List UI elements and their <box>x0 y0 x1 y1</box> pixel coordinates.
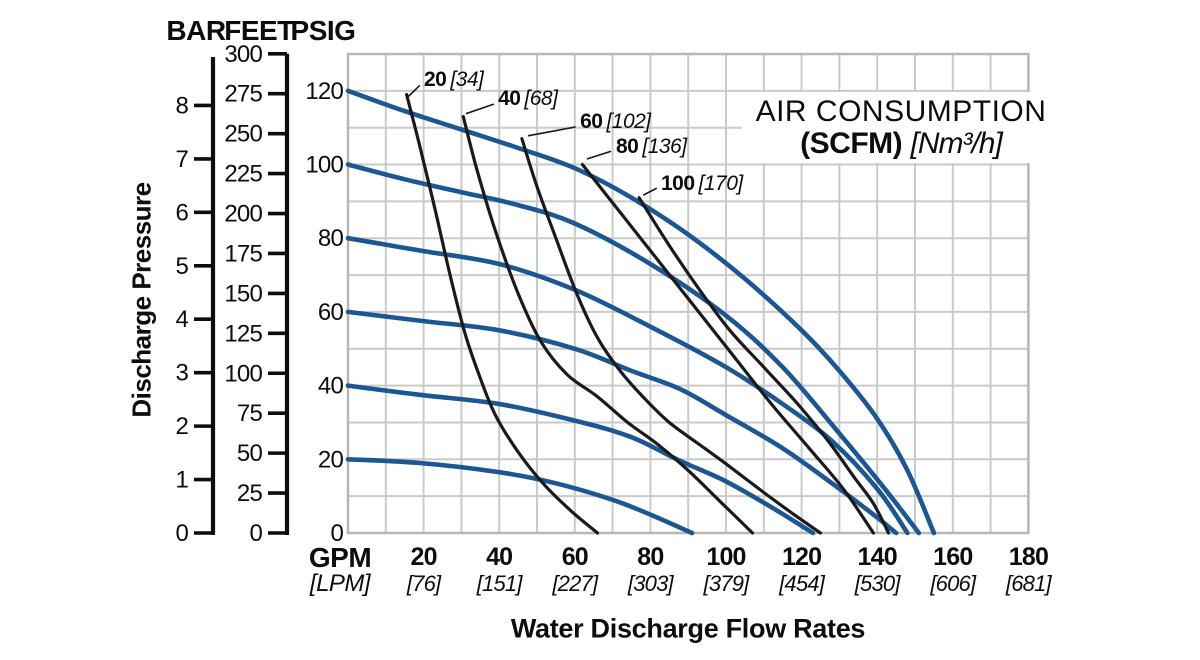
feet-label-0: 0 <box>249 520 262 547</box>
water-curve-40psig <box>345 383 816 536</box>
gpm-label-180: 180 <box>1009 543 1048 571</box>
x-axis-title: Water Discharge Flow Rates <box>510 613 866 644</box>
air-curve-60scfm <box>520 137 823 535</box>
air-curve-20scfm <box>405 92 600 535</box>
feet-label-150: 150 <box>224 280 262 307</box>
legend-line2: (SCFM) [Nm³/h] <box>800 126 1003 160</box>
air-curve-label-40: 40 [68] <box>498 87 559 110</box>
bar-label-4: 4 <box>175 306 188 333</box>
bar-scale: 0 1 2 3 4 5 6 7 8 <box>175 57 216 547</box>
feet-label-25: 25 <box>237 480 263 507</box>
air-curve-label-60: 60 [102] <box>580 110 652 133</box>
x-axis-labels: 20[76] 40[151] 60[227] 80[303] 100[379] 120[4… <box>406 543 1053 596</box>
y-axis-title: Discharge Pressure <box>126 182 157 418</box>
gpm-label-160: 160 <box>933 543 972 571</box>
feet-label-200: 200 <box>224 201 262 228</box>
water-curve-100psig <box>345 162 922 536</box>
bar-label-8: 8 <box>175 92 188 119</box>
legend-nm3h: [Nm³/h] <box>910 126 1002 160</box>
feet-label-300: 300 <box>224 41 262 68</box>
psig-label-80: 80 <box>318 225 344 252</box>
air-curve-leader <box>586 150 612 160</box>
water-curve-80psig <box>345 235 910 536</box>
water-curve-120psig <box>345 88 937 536</box>
feet-scale: 0 25 50 75 100 125 150 175 200 225 250 275 300 <box>224 41 290 547</box>
lpm-label-80: [303] <box>627 571 675 596</box>
bar-label-1: 1 <box>175 467 188 494</box>
air-curve-label-80: 80 [136] <box>616 135 688 158</box>
air-consumption-curves: 20 [34] 40 [68] 60 [102]80 [136] 100 [170] <box>405 68 891 535</box>
air-curve-label-20: 20 [34] <box>424 68 485 91</box>
psig-label-60: 60 <box>318 299 344 326</box>
psig-label-0: 0 <box>330 520 343 547</box>
air-consumption-legend: AIR CONSUMPTION (SCFM) [Nm³/h] <box>742 92 1060 163</box>
bar-label-7: 7 <box>175 146 188 173</box>
gpm-label-40: 40 <box>486 543 512 571</box>
water-curve-20psig <box>345 457 695 536</box>
lpm-label-180: [681] <box>1005 571 1053 596</box>
lpm-label-60: [227] <box>551 571 599 596</box>
feet-label-250: 250 <box>224 121 262 148</box>
lpm-label-160: [606] <box>929 571 977 596</box>
x-axis-unit-gpm: GPM <box>308 542 372 573</box>
gpm-label-140: 140 <box>858 543 897 571</box>
psig-label-20: 20 <box>318 446 344 473</box>
lpm-label-20: [76] <box>406 571 442 596</box>
gpm-label-80: 80 <box>637 543 663 571</box>
gpm-label-100: 100 <box>706 543 745 571</box>
bar-label-2: 2 <box>175 413 188 440</box>
lpm-label-140: [530] <box>854 571 902 596</box>
air-curve-leader <box>527 126 576 137</box>
bar-label-0: 0 <box>175 520 188 547</box>
bar-label-6: 6 <box>175 199 188 226</box>
bar-label-5: 5 <box>175 253 188 280</box>
air-curve-40scfm <box>461 115 755 535</box>
air-curve-label-100: 100 [170] <box>661 172 744 195</box>
feet-label-175: 175 <box>224 240 262 267</box>
psig-axis-header: PSIG <box>290 15 356 46</box>
feet-label-100: 100 <box>224 360 262 387</box>
legend-line1: AIR CONSUMPTION <box>755 95 1047 128</box>
air-curve-leader <box>642 187 658 196</box>
bar-label-3: 3 <box>175 360 188 387</box>
air-curve-leader <box>407 84 421 97</box>
feet-axis-header: FEET <box>224 15 294 46</box>
air-curve-100scfm <box>637 196 891 535</box>
gpm-label-60: 60 <box>562 543 588 571</box>
bar-axis-header: BAR <box>166 15 226 46</box>
psig-label-40: 40 <box>318 373 344 400</box>
gpm-label-20: 20 <box>410 543 436 571</box>
x-axis-unit-lpm: [LPM] <box>309 570 371 597</box>
feet-label-75: 75 <box>237 400 263 427</box>
lpm-label-40: [151] <box>476 571 524 596</box>
psig-axis-labels: 0 20 40 60 80 100 120 <box>305 78 344 547</box>
lpm-label-120: [454] <box>778 571 826 596</box>
air-curve-leader <box>465 103 495 115</box>
lpm-label-100: [379] <box>703 571 751 596</box>
air-curve-80scfm <box>580 162 875 535</box>
legend-scfm: (SCFM) <box>800 126 903 160</box>
feet-label-125: 125 <box>224 320 262 347</box>
feet-label-50: 50 <box>237 440 263 467</box>
feet-label-225: 225 <box>224 161 262 188</box>
feet-label-275: 275 <box>224 81 262 108</box>
psig-label-120: 120 <box>305 78 343 105</box>
psig-label-100: 100 <box>305 152 343 179</box>
gpm-label-120: 120 <box>782 543 821 571</box>
